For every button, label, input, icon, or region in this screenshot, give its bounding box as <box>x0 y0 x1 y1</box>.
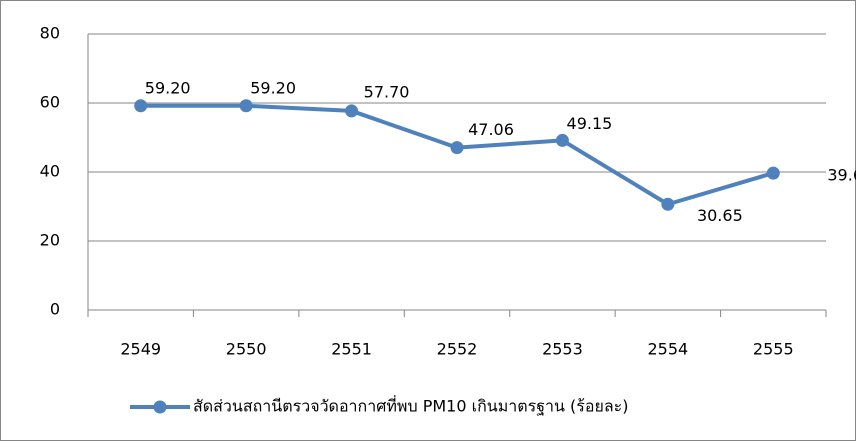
data-point <box>555 133 569 147</box>
legend-label: สัดส่วนสถานีตรวจวัดอากาศที่พบ PM10 เกินม… <box>193 395 629 416</box>
data-label: 59.20 <box>145 78 191 97</box>
data-label: 30.65 <box>697 206 743 225</box>
x-tick-label: 2555 <box>753 340 794 359</box>
data-point <box>766 166 780 180</box>
x-tick-label: 2553 <box>542 340 583 359</box>
x-tick-label: 2550 <box>226 340 267 359</box>
data-label: 47.06 <box>468 120 514 139</box>
x-tick-label: 2552 <box>437 340 478 359</box>
data-point <box>450 141 464 155</box>
data-point <box>134 99 148 113</box>
data-point <box>345 104 359 118</box>
y-tick-label: 0 <box>50 300 60 319</box>
x-tick-label: 2554 <box>647 340 688 359</box>
y-tick-label: 40 <box>40 162 60 181</box>
data-point <box>239 99 253 113</box>
x-tick-label: 2551 <box>331 340 372 359</box>
data-label: 57.70 <box>364 82 410 101</box>
x-tick-label: 2549 <box>120 340 161 359</box>
y-tick-label: 80 <box>40 24 60 43</box>
data-label: 59.20 <box>250 78 296 97</box>
legend-marker <box>153 400 167 414</box>
data-label: 49.15 <box>567 114 613 133</box>
data-point <box>661 197 675 211</box>
y-tick-label: 60 <box>40 93 60 112</box>
data-label: 39.68 <box>827 166 856 185</box>
y-tick-label: 20 <box>40 231 60 250</box>
